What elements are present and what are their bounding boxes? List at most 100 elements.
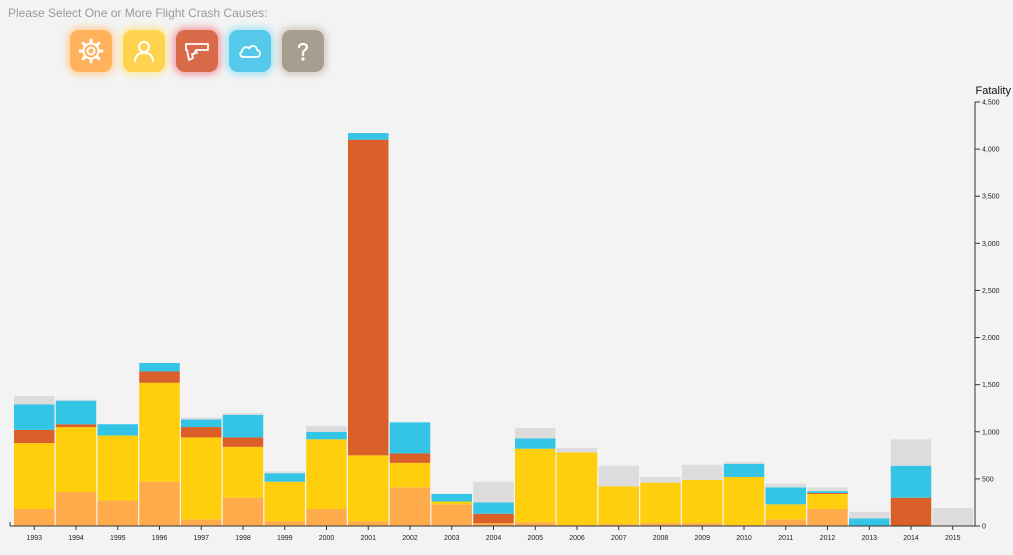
x-tick-label: 1994	[68, 535, 84, 542]
person-icon	[134, 41, 154, 63]
bar-2011-segment-3	[765, 487, 806, 505]
bar-2007-segment-0	[598, 524, 639, 526]
bar-1994-segment-0	[55, 492, 97, 526]
gear-icon	[78, 38, 104, 64]
bar-2013-segment-3	[849, 518, 890, 526]
bar-1998-segment-2	[222, 437, 264, 447]
bar-2006-segment-1	[556, 452, 598, 526]
x-tick-label: 2003	[444, 535, 460, 542]
bar-2000-segment-0	[306, 509, 347, 526]
cause-button-unknown[interactable]	[282, 30, 324, 72]
bar-1995-segment-3	[97, 424, 138, 436]
bar-2007-segment-4	[598, 465, 639, 487]
bar-2010-segment-1	[723, 477, 765, 526]
y-tick-label: 3,500	[982, 194, 1000, 201]
x-tick-label: 2009	[694, 535, 710, 542]
bar-2002-segment-3	[389, 422, 431, 454]
bar-2011-segment-4	[765, 483, 806, 488]
cause-button-weather[interactable]	[229, 30, 271, 72]
bar-1994-segment-1	[55, 427, 97, 493]
bar-2012-segment-0	[807, 509, 848, 526]
bar-1997-segment-2	[181, 427, 222, 438]
bar-1994-segment-4	[55, 399, 97, 401]
cause-selector	[70, 30, 324, 72]
bar-2001-segment-0	[348, 521, 389, 526]
bar-2014-segment-4	[890, 439, 932, 466]
cause-button-human[interactable]	[123, 30, 165, 72]
bar-2002-segment-0	[389, 487, 431, 526]
bar-1998-segment-1	[222, 446, 264, 498]
bar-2000-segment-3	[306, 431, 347, 440]
bar-2012-segment-2	[807, 493, 848, 494]
bar-1995-segment-1	[97, 435, 138, 501]
bar-1999-segment-3	[264, 473, 305, 482]
bar-2000-segment-1	[306, 439, 347, 510]
x-tick-label: 1999	[277, 535, 293, 542]
gun-icon	[185, 43, 209, 61]
bar-2001-segment-2	[348, 139, 389, 456]
bar-2001-segment-3	[348, 133, 389, 140]
bars-layer	[14, 133, 973, 526]
y-tick-label: 500	[982, 476, 994, 483]
bar-2011-segment-1	[765, 504, 806, 520]
bar-2014-segment-2	[890, 497, 932, 526]
bar-1996-segment-3	[139, 362, 180, 372]
x-tick-label: 2007	[611, 535, 627, 542]
bar-1996-segment-1	[139, 382, 180, 482]
x-tick-label: 2006	[569, 535, 585, 542]
x-tick-label: 2001	[360, 535, 376, 542]
bar-1993-segment-3	[14, 404, 55, 430]
x-tick-label: 2013	[861, 535, 877, 542]
bar-2015-segment-4	[932, 508, 973, 526]
y-axis: 0 500 1,000 1,500 2,000 2,500 3,000 3,500 4,000 4…	[974, 100, 1000, 531]
x-axis: 1993 1994 1995 1996 1997 1998 1999 2000 2001 2002…	[9, 522, 975, 542]
x-tick-label: 1993	[26, 535, 42, 542]
bar-2012-segment-3	[807, 491, 848, 494]
bar-1998-segment-3	[222, 414, 264, 438]
bar-1997-segment-0	[181, 519, 222, 526]
bar-2003-segment-0	[431, 504, 472, 526]
bar-2009-segment-4	[682, 464, 723, 480]
bar-2004-segment-3	[473, 502, 514, 514]
bar-2002-segment-1	[389, 462, 431, 488]
x-tick-label: 2008	[653, 535, 669, 542]
bar-2005-segment-1	[515, 448, 556, 523]
bar-1999-segment-0	[264, 521, 305, 526]
bar-2007-segment-1	[598, 486, 639, 525]
y-axis-title: Fatality	[976, 85, 1012, 97]
bar-2008-segment-1	[640, 482, 681, 524]
x-tick-label: 2015	[945, 535, 961, 542]
bar-2004-segment-0	[473, 523, 514, 526]
bar-1993-segment-2	[14, 429, 55, 444]
y-tick-label: 2,000	[982, 335, 1000, 342]
bar-2010-segment-4	[723, 461, 765, 464]
bar-1998-segment-4	[222, 412, 264, 415]
bar-1996-segment-0	[139, 481, 180, 526]
cause-button-mechanical[interactable]	[70, 30, 112, 72]
x-tick-label: 2000	[319, 535, 335, 542]
bar-1995-segment-0	[97, 500, 138, 526]
bar-2005-segment-0	[515, 522, 556, 526]
bar-1994-segment-2	[55, 424, 97, 428]
bar-2004-segment-4	[473, 481, 514, 503]
y-tick-label: 4,500	[982, 100, 1000, 107]
y-tick-label: 3,000	[982, 241, 1000, 248]
cloud-icon	[239, 45, 261, 58]
bar-2013-segment-4	[849, 511, 890, 519]
bar-2011-segment-0	[765, 519, 806, 526]
x-tick-label: 2004	[486, 535, 502, 542]
x-tick-label: 1997	[193, 535, 209, 542]
x-tick-label: 2012	[820, 535, 836, 542]
cause-prompt: Please Select One or More Flight Crash C…	[8, 6, 268, 20]
x-tick-label: 2011	[778, 535, 793, 542]
x-tick-label: 2014	[903, 535, 919, 542]
cause-button-criminal[interactable]	[176, 30, 218, 72]
bar-2005-segment-3	[515, 438, 556, 449]
bar-1999-segment-1	[264, 481, 305, 522]
bar-2006-segment-4	[556, 447, 598, 453]
bar-2004-segment-2	[473, 513, 514, 524]
bar-2012-segment-4	[807, 487, 848, 492]
bar-2003-segment-1	[431, 501, 472, 505]
bar-2001-segment-1	[348, 455, 389, 522]
